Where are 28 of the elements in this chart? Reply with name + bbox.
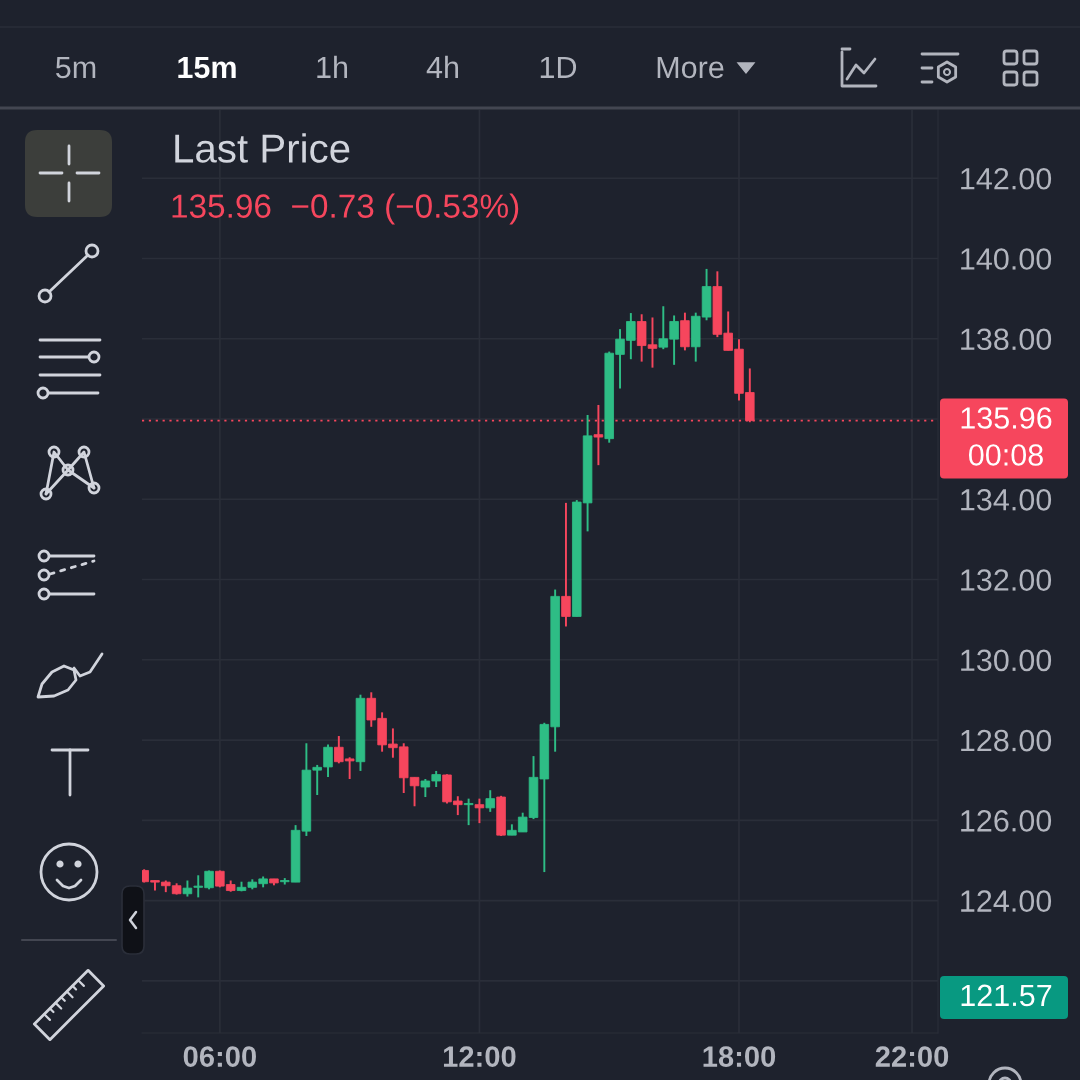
text: 15m (178, 56, 236, 79)
y-tick-label: 130.00 (961, 649, 1052, 672)
x-tick-label: 12:00 (443, 1046, 516, 1067)
text: 1D (540, 56, 577, 78)
x-tick-label: 22:00 (875, 1046, 949, 1067)
text: 135.96 −0.73 (−0.53%) (172, 193, 519, 225)
text: 121.57 (961, 984, 1052, 1007)
candlestick (474, 797, 485, 825)
text: 5m (56, 56, 96, 79)
text: 00:08 (968, 444, 1043, 466)
y-tick-label: 142.00 (961, 167, 1052, 190)
candlestick (561, 501, 571, 628)
candlestick (463, 797, 474, 827)
y-tick-label: 138.00 (961, 328, 1052, 351)
chart-title: Last Price (175, 133, 350, 163)
x-tick-label: 18:00 (703, 1046, 776, 1067)
text: 1h (317, 55, 348, 78)
y-tick-label: 128.00 (961, 729, 1052, 752)
ref-line-label: 135.96 (961, 407, 1052, 429)
text: 4h (426, 55, 459, 78)
y-tick-label: 124.00 (961, 890, 1052, 912)
x-tick-label: 06:00 (183, 1046, 256, 1067)
text: More (657, 56, 724, 79)
candlestick (485, 789, 495, 813)
y-tick-label: 140.00 (961, 248, 1052, 270)
y-tick-label: 134.00 (961, 489, 1052, 511)
y-tick-label: 126.00 (961, 810, 1052, 832)
y-tick-label: 132.00 (961, 569, 1052, 591)
